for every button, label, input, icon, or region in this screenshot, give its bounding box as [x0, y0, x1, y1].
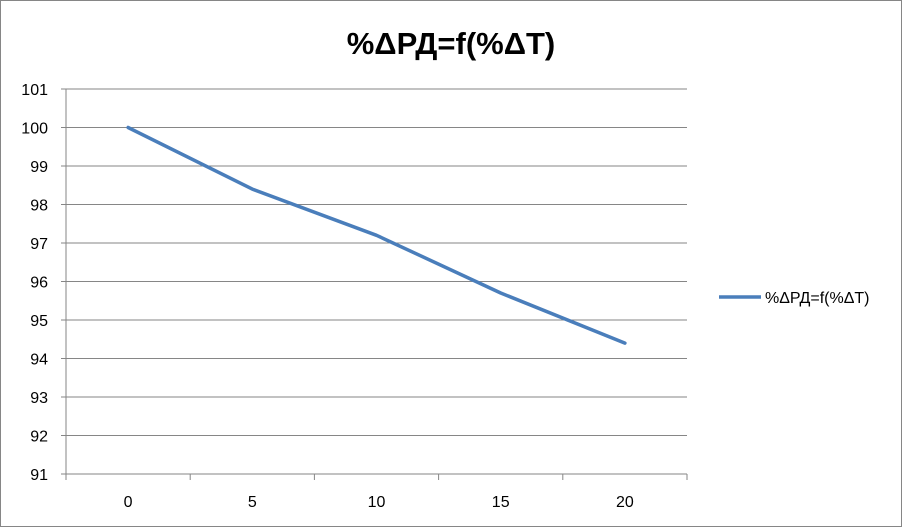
legend-label: %ΔРД=f(%ΔТ): [765, 290, 869, 307]
legend: %ΔРД=f(%ΔТ): [719, 290, 869, 307]
gridlines: [66, 88, 687, 436]
x-tick-label: 20: [616, 494, 634, 511]
tick-labels: 91 92 93 94 95 96 97 98 99 100 101 0 5 10 15 20: [21, 82, 634, 511]
y-tick-label: 93: [30, 390, 48, 407]
y-tick-label: 97: [30, 236, 48, 253]
x-tick-label: 10: [368, 494, 386, 511]
y-tick-label: 95: [30, 313, 48, 330]
x-tick-label: 0: [124, 494, 133, 511]
y-tick-label: 98: [30, 198, 48, 215]
y-tick-label: 99: [30, 159, 48, 176]
x-tick-label: 15: [492, 494, 510, 511]
y-tick-label: 94: [30, 352, 48, 369]
series-lines: [126, 125, 627, 345]
y-tick-label: 92: [30, 429, 48, 446]
y-tick-label: 91: [30, 467, 48, 484]
x-tick-label: 5: [248, 494, 257, 511]
axes: [61, 88, 688, 480]
chart-title: %ΔРД=f(%ΔТ): [347, 26, 556, 61]
y-tick-label: 96: [30, 275, 48, 292]
y-tick-label: 100: [21, 121, 48, 138]
series-line: [126, 125, 627, 345]
y-tick-label: 101: [21, 82, 48, 99]
